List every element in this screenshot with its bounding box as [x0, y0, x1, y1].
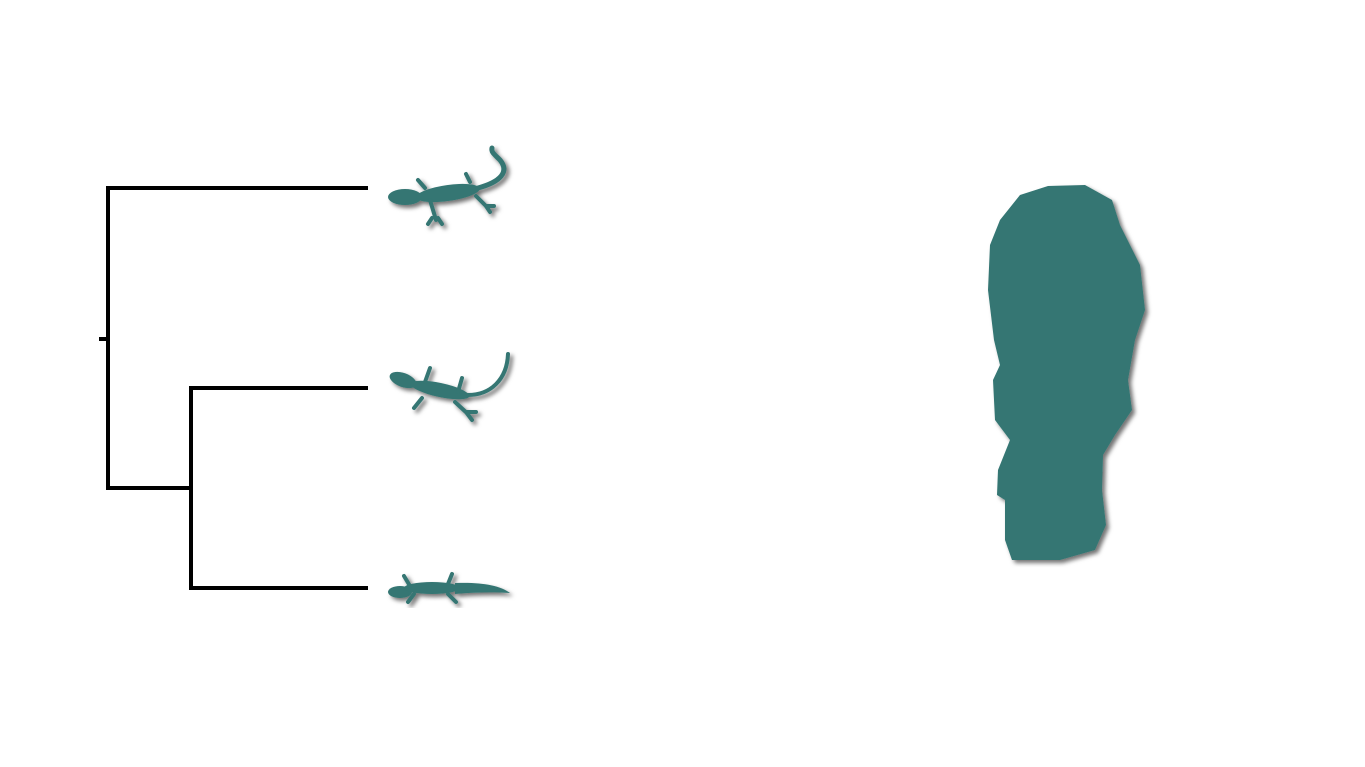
gecko-icon [388, 145, 507, 226]
tree [99, 186, 368, 590]
gecko-icon [388, 572, 510, 604]
island [988, 185, 1145, 560]
gecko-icon [389, 352, 510, 422]
